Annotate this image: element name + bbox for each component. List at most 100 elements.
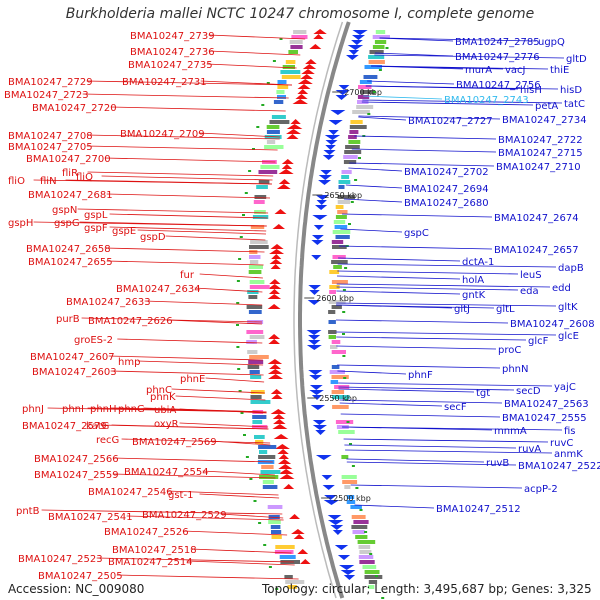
feature-arrow xyxy=(277,449,289,454)
leader-line xyxy=(220,513,284,519)
gene-label-left: BMA10247_2709 xyxy=(120,129,205,140)
feature-arrow xyxy=(293,534,305,539)
feature-arrow xyxy=(273,419,286,424)
feature-arrow xyxy=(267,294,282,299)
leader-line xyxy=(336,345,497,350)
spacer-tick xyxy=(256,126,260,128)
gene-label-right: BMA10247_2776 xyxy=(455,52,540,63)
gene-label-left: BMA10247_2736 xyxy=(130,47,215,58)
feature-arrow xyxy=(291,529,305,534)
leader-line xyxy=(345,449,553,454)
gene-label-right: vacJ xyxy=(505,65,526,76)
leader-line xyxy=(111,424,269,430)
gene-label-right: edd xyxy=(552,283,571,294)
feature-block xyxy=(266,130,280,134)
gene-label-right: ruvB xyxy=(486,458,509,469)
feature-block xyxy=(332,245,347,249)
feature-block xyxy=(277,85,289,89)
feature-arrow xyxy=(343,575,356,580)
gene-label-left: BMA10247_2518 xyxy=(112,545,197,556)
gene-label-left: phnH xyxy=(90,404,117,415)
feature-block xyxy=(363,75,378,79)
feature-block xyxy=(341,170,352,174)
feature-block xyxy=(349,130,359,134)
leader-line xyxy=(104,247,265,253)
feature-block xyxy=(246,330,264,334)
gene-label-right: BMA10247_2710 xyxy=(496,162,581,173)
leader-line xyxy=(166,490,279,496)
gene-label-left: fliN xyxy=(40,176,57,187)
feature-block xyxy=(249,260,259,264)
feature-block xyxy=(250,225,265,229)
feature-arrow xyxy=(269,289,280,294)
gene-label-right: glcF xyxy=(528,336,549,347)
feature-block xyxy=(250,395,262,399)
gene-label-left: gspE xyxy=(112,226,136,237)
leader-line xyxy=(86,80,293,86)
feature-block xyxy=(255,440,264,444)
feature-block xyxy=(357,540,376,544)
gene-label-right: hisD xyxy=(560,85,582,96)
feature-arrow xyxy=(309,390,324,395)
spacer-tick xyxy=(238,258,242,260)
feature-block xyxy=(328,310,336,314)
feature-arrow xyxy=(278,464,293,469)
gene-label-right: acpP-2 xyxy=(524,484,558,495)
feature-arrow xyxy=(315,455,332,460)
feature-block xyxy=(335,215,347,219)
feature-block xyxy=(254,210,266,214)
leader-line xyxy=(336,302,557,307)
feature-arrow xyxy=(270,389,283,394)
kbp-tick-label: 2550 kbp xyxy=(319,394,357,403)
leader-line xyxy=(198,132,281,138)
leader-line xyxy=(110,370,264,376)
spacer-tick xyxy=(355,487,359,489)
feature-block xyxy=(276,90,285,94)
gene-label-left: BMA10247_2705 xyxy=(8,142,93,153)
feature-arrow xyxy=(272,414,285,419)
leader-line xyxy=(171,388,265,394)
feature-arrow xyxy=(338,85,350,90)
gene-label-left: fliQ xyxy=(76,172,93,183)
gene-label-left: BMA10247_2546 xyxy=(88,487,173,498)
feature-block xyxy=(358,555,374,559)
feature-block xyxy=(369,50,384,54)
gene-label-left: BMA10247_2529 xyxy=(142,510,227,521)
spacer-tick xyxy=(343,377,347,379)
feature-arrow xyxy=(273,434,289,439)
feature-block xyxy=(350,120,363,124)
gene-label-left: BMA10247_2731 xyxy=(122,77,207,88)
feature-block xyxy=(260,165,280,169)
leader-line xyxy=(87,171,274,177)
leader-line xyxy=(354,135,497,140)
feature-block xyxy=(246,340,257,344)
gene-label-left: gspH xyxy=(8,218,33,229)
gene-label-right: BMA10247_2563 xyxy=(504,399,589,410)
gene-label-left: gspN xyxy=(52,205,77,216)
feature-block xyxy=(250,240,268,244)
feature-arrow xyxy=(307,300,321,305)
leader-line xyxy=(354,504,435,509)
gene-label-right: BMA10247_2694 xyxy=(404,184,489,195)
spacer-tick xyxy=(358,157,361,159)
gene-label-right: phnF xyxy=(408,370,433,381)
gene-label-right: BMA10247_2657 xyxy=(494,245,579,256)
feature-block xyxy=(355,535,368,539)
leader-line xyxy=(337,364,501,369)
spacer-tick xyxy=(240,412,244,414)
feature-block xyxy=(249,285,270,289)
feature-arrow xyxy=(281,159,294,164)
feature-block xyxy=(368,585,375,589)
leader-line xyxy=(374,54,565,59)
feature-block xyxy=(351,515,366,519)
leader-line xyxy=(340,413,501,418)
feature-block xyxy=(271,535,282,539)
spacer-tick xyxy=(342,355,346,357)
feature-arrow xyxy=(297,89,309,94)
gene-label-left: gspD xyxy=(140,232,166,243)
feature-block xyxy=(252,215,269,219)
feature-block xyxy=(358,85,372,89)
gene-label-left: BMA10247_2603 xyxy=(32,367,117,378)
feature-block xyxy=(351,525,368,529)
